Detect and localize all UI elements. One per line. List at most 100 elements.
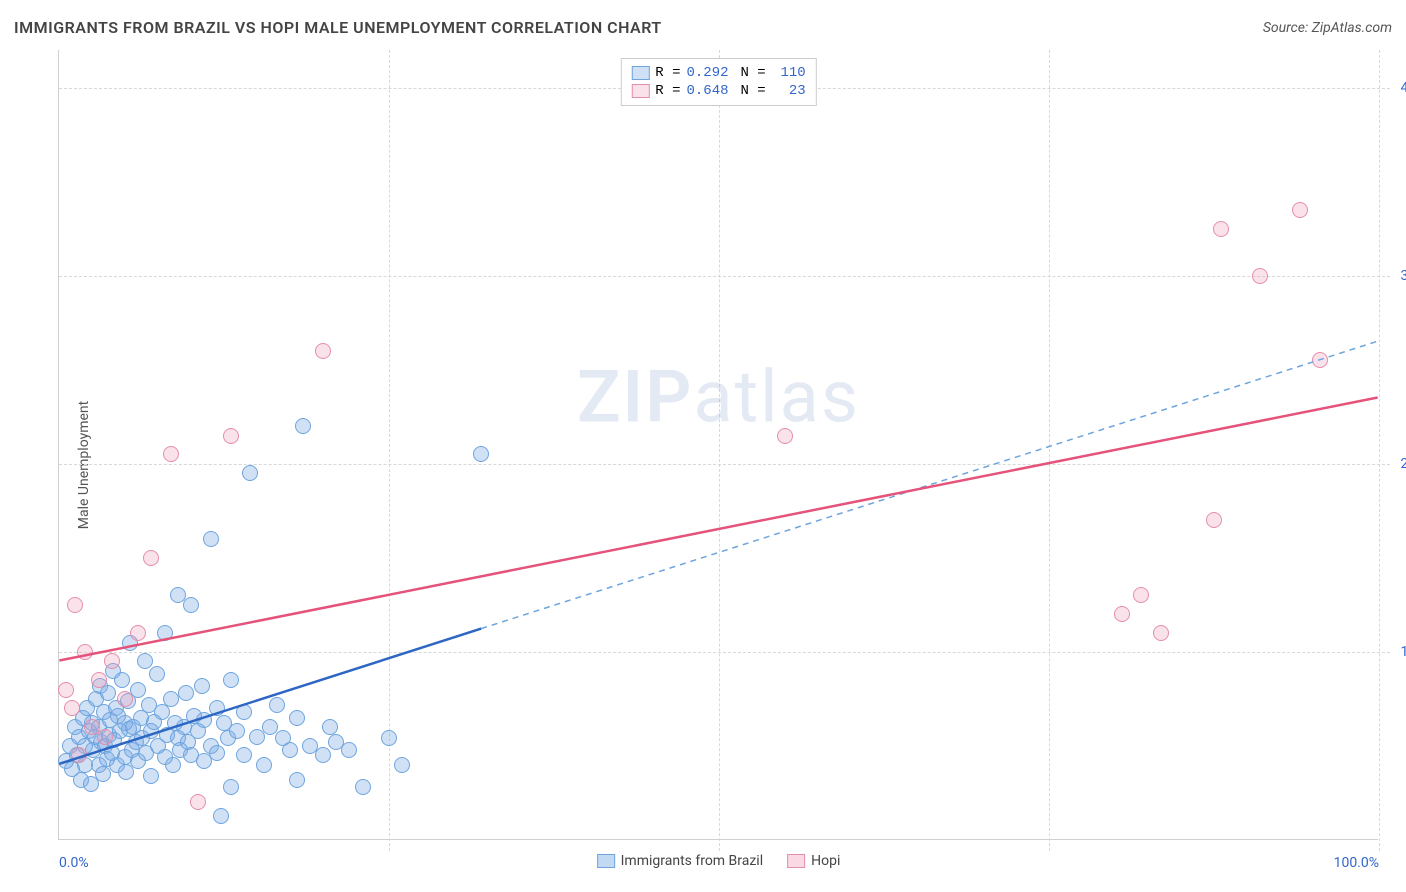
scatter-point: [100, 685, 116, 701]
scatter-point: [213, 808, 229, 824]
scatter-point: [242, 465, 258, 481]
source-prefix: Source:: [1263, 20, 1312, 36]
scatter-point: [194, 678, 210, 694]
chart-container: Male Unemployment ZIPatlas R =0.292N =11…: [40, 50, 1390, 880]
scatter-point: [58, 682, 74, 698]
chart-header: IMMIGRANTS FROM BRAZIL VS HOPI MALE UNEM…: [14, 18, 1392, 37]
scatter-point: [315, 343, 331, 359]
scatter-point: [262, 719, 278, 735]
scatter-point: [137, 653, 153, 669]
scatter-point: [236, 747, 252, 763]
scatter-point: [381, 730, 397, 746]
scatter-point: [114, 672, 130, 688]
gridline-horizontal: [59, 652, 1390, 653]
legend-row: R = 0.648 N = 23: [631, 83, 805, 99]
scatter-point: [77, 644, 93, 660]
scatter-point: [117, 691, 133, 707]
scatter-point: [149, 666, 165, 682]
legend-r-value: 0.648: [687, 83, 735, 99]
legend-swatch: [597, 854, 615, 868]
source-attribution: Source: ZipAtlas.com: [1263, 20, 1392, 36]
scatter-point: [130, 625, 146, 641]
legend-label: Hopi: [811, 853, 840, 869]
scatter-point: [163, 446, 179, 462]
scatter-point: [1213, 221, 1229, 237]
scatter-point: [183, 597, 199, 613]
scatter-point: [91, 672, 107, 688]
scatter-point: [282, 742, 298, 758]
scatter-point: [355, 779, 371, 795]
scatter-point: [315, 747, 331, 763]
legend-n-value: 23: [772, 83, 806, 99]
scatter-point: [97, 729, 113, 745]
legend-label: Immigrants from Brazil: [621, 853, 764, 869]
trend-line-dashed: [481, 341, 1377, 628]
legend-swatch: [631, 66, 649, 80]
scatter-point: [269, 697, 285, 713]
scatter-point: [130, 682, 146, 698]
y-tick-label: 30.0%: [1400, 268, 1406, 284]
scatter-point: [196, 712, 212, 728]
chart-title: IMMIGRANTS FROM BRAZIL VS HOPI MALE UNEM…: [14, 18, 662, 37]
scatter-point: [154, 704, 170, 720]
y-tick-label: 20.0%: [1400, 456, 1406, 472]
gridline-vertical: [1379, 50, 1380, 851]
scatter-point: [223, 672, 239, 688]
scatter-point: [223, 779, 239, 795]
y-tick-label: 40.0%: [1400, 80, 1406, 96]
scatter-point: [178, 685, 194, 701]
scatter-point: [203, 531, 219, 547]
scatter-point: [143, 768, 159, 784]
legend-item: Hopi: [787, 853, 840, 869]
plot-area: ZIPatlas R =0.292N =110R =0.648N =23 Imm…: [58, 50, 1378, 840]
legend-n-value: 110: [772, 65, 806, 81]
legend-n-label: N =: [741, 83, 766, 99]
scatter-point: [1252, 268, 1268, 284]
gridline-vertical: [1049, 50, 1050, 851]
scatter-point: [394, 757, 410, 773]
scatter-point: [165, 757, 181, 773]
scatter-point: [67, 597, 83, 613]
legend-swatch: [787, 854, 805, 868]
gridline-horizontal: [59, 464, 1390, 465]
scatter-point: [236, 704, 252, 720]
scatter-point: [289, 772, 305, 788]
scatter-point: [341, 742, 357, 758]
scatter-point: [1153, 625, 1169, 641]
scatter-point: [256, 757, 272, 773]
legend-n-label: N =: [741, 65, 766, 81]
legend-row: R = 0.292 N = 110: [631, 65, 805, 81]
scatter-point: [295, 418, 311, 434]
scatter-point: [190, 794, 206, 810]
scatter-point: [209, 745, 225, 761]
correlation-legend: R = 0.292 N = 110 R = 0.648 N = 23: [620, 58, 816, 106]
y-tick-label: 10.0%: [1400, 644, 1406, 660]
scatter-point: [777, 428, 793, 444]
scatter-point: [322, 719, 338, 735]
scatter-point: [1133, 587, 1149, 603]
scatter-point: [1312, 352, 1328, 368]
scatter-point: [1114, 606, 1130, 622]
scatter-point: [64, 700, 80, 716]
x-tick-label: 0.0%: [59, 855, 89, 871]
gridline-vertical: [719, 50, 720, 851]
scatter-point: [223, 428, 239, 444]
scatter-point: [95, 766, 111, 782]
x-tick-label: 100.0%: [1334, 855, 1379, 871]
scatter-point: [1292, 202, 1308, 218]
scatter-point: [1206, 512, 1222, 528]
scatter-point: [289, 710, 305, 726]
legend-r-value: 0.292: [687, 65, 735, 81]
legend-r-label: R =: [655, 65, 680, 81]
legend-swatch: [631, 84, 649, 98]
scatter-point: [104, 653, 120, 669]
legend-item: Immigrants from Brazil: [597, 853, 764, 869]
scatter-point: [473, 446, 489, 462]
scatter-point: [71, 747, 87, 763]
scatter-point: [229, 723, 245, 739]
legend-r-label: R =: [655, 83, 680, 99]
scatter-point: [209, 700, 225, 716]
scatter-point: [143, 550, 159, 566]
source-name: ZipAtlas.com: [1312, 20, 1392, 36]
series-legend: Immigrants from Brazil Hopi: [597, 853, 841, 869]
